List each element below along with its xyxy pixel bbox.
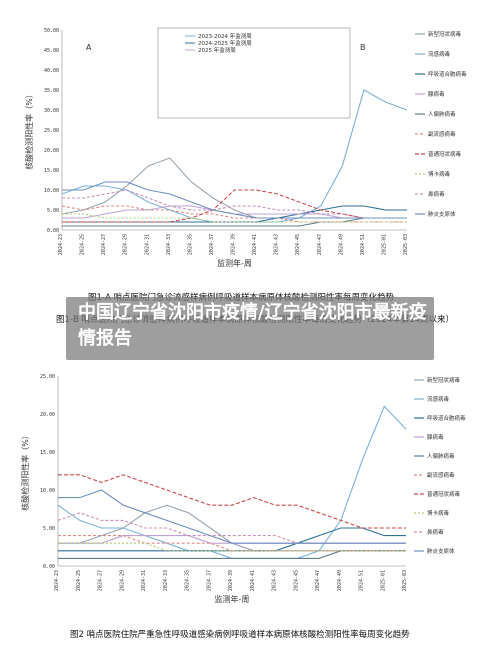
- series-line: [58, 535, 406, 552]
- x-tick-label: 2024-29: [119, 570, 125, 591]
- y-tick-label: 45.00: [44, 48, 59, 54]
- x-tick-label: 2024-43: [272, 570, 278, 591]
- x-axis-title: 监测年-周: [217, 258, 252, 268]
- legend-entry: 鼻病毒: [428, 190, 445, 198]
- y-tick-label: 20.00: [40, 412, 55, 418]
- legend-entry: 肺炎支原体: [428, 210, 456, 218]
- x-tick-label: 2024-25: [76, 570, 82, 591]
- x-tick-label: 2024-47: [317, 234, 323, 255]
- x-tick-label: 2024-41: [252, 234, 258, 255]
- y-tick-label: 5.00: [47, 208, 59, 214]
- x-tick-label: 2024-23: [54, 570, 60, 591]
- x-tick-label: 2024-33: [163, 570, 169, 591]
- legend-entry: 副流感病毒: [427, 471, 455, 479]
- x-tick-label: 2024-47: [315, 570, 321, 591]
- legend-entry: 流感病毒: [428, 50, 451, 58]
- series-line: [58, 474, 406, 529]
- x-tick-label: 2024-25: [80, 234, 86, 255]
- x-tick-label: 2025-03: [403, 234, 409, 255]
- y-tick-label: 20.00: [44, 148, 59, 154]
- y-tick-label: 25.00: [44, 128, 59, 134]
- x-tick-label: 2024-35: [187, 234, 193, 255]
- x-tick-label: 2024-45: [293, 570, 299, 591]
- legend-entry: 腺病毒: [428, 90, 445, 98]
- series-line: [58, 489, 406, 544]
- series-line: [58, 542, 406, 552]
- inset-legend-entry: 2023-2024 年监测周: [198, 32, 252, 40]
- legend-entry: 鼻病毒: [427, 528, 444, 536]
- legend-entry: 博卡病毒: [427, 509, 450, 517]
- x-axis-title: 监测年-周: [215, 594, 250, 604]
- x-tick-label: 2024-35: [185, 570, 191, 591]
- y-tick-label: 15.00: [40, 450, 55, 456]
- y-tick-label: 40.00: [44, 68, 59, 74]
- inset-legend-entry: 2025 年监测周: [198, 46, 236, 54]
- caption-fig2: 图2 哨点医院住院严重急性呼吸道感染病例呼吸道样本病原体核酸检测阳性率每周变化趋…: [70, 629, 410, 640]
- y-tick-label: 30.00: [44, 108, 59, 114]
- series-line: [58, 535, 406, 544]
- overlay-title: 中国辽宁省沈阳市疫情/辽宁省沈阳市最新疫情报告: [78, 302, 427, 349]
- inset-frame: [157, 27, 351, 119]
- legend-entry: 博卡病毒: [428, 170, 451, 178]
- x-tick-label: 2025-01: [380, 570, 386, 591]
- series-line: [62, 217, 407, 227]
- y-tick-label: 5.00: [43, 526, 55, 532]
- y-axis-title: 核酸检测阳性率（%）: [24, 90, 34, 170]
- legend-entry: 新型冠状病毒: [427, 376, 461, 384]
- x-tick-label: 2024-49: [337, 570, 343, 591]
- y-tick-label: 50.00: [44, 28, 59, 34]
- legend-entry: 普通冠状病毒: [427, 490, 461, 498]
- panel-label-a: A: [86, 43, 92, 52]
- x-tick-label: 2024-39: [228, 570, 234, 591]
- legend-entry: 普通冠状病毒: [428, 150, 462, 158]
- series-line: [58, 550, 406, 559]
- x-tick-label: 2024-27: [98, 570, 104, 591]
- x-tick-label: 2024-37: [206, 570, 212, 591]
- overlay-banner: [66, 297, 434, 360]
- legend-entry: 流感病毒: [427, 395, 450, 403]
- series-line: [62, 189, 407, 219]
- y-axis-title: 核酸检测阳性率（%）: [20, 431, 30, 511]
- legend-entry: 呼吸道合胞病毒: [427, 414, 466, 422]
- x-tick-label: 2024-51: [359, 570, 365, 591]
- legend-entry: 呼吸道合胞病毒: [428, 70, 467, 78]
- y-tick-label: 0.00: [47, 228, 59, 234]
- x-tick-label: 2024-31: [141, 570, 147, 591]
- x-tick-label: 2024-49: [338, 234, 344, 255]
- legend-entry: 腺病毒: [427, 433, 444, 441]
- inset-legend-entry: 2024-2025 年监测周: [198, 39, 252, 47]
- x-tick-label: 2024-51: [360, 234, 366, 255]
- x-tick-label: 2024-33: [166, 234, 172, 255]
- y-tick-label: 10.00: [44, 188, 59, 194]
- series-line: [62, 213, 407, 223]
- x-tick-label: 2024-23: [58, 234, 64, 255]
- y-tick-label: 10.00: [40, 488, 55, 494]
- y-tick-label: 0.00: [43, 564, 55, 570]
- series-line: [58, 527, 406, 552]
- legend-entry: 人偏肺病毒: [427, 452, 455, 460]
- x-tick-label: 2025-03: [402, 570, 408, 591]
- x-tick-label: 2024-45: [295, 234, 301, 255]
- series-line: [62, 181, 407, 219]
- legend-entry: 副流感病毒: [428, 130, 456, 138]
- y-tick-label: 25.00: [40, 374, 55, 380]
- y-tick-label: 15.00: [44, 168, 59, 174]
- x-tick-label: 2024-29: [123, 234, 129, 255]
- x-tick-label: 2024-39: [231, 234, 237, 255]
- x-tick-label: 2024-43: [274, 234, 280, 255]
- x-tick-label: 2024-37: [209, 234, 215, 255]
- x-tick-label: 2024-41: [250, 570, 256, 591]
- legend-entry: 肺炎支原体: [427, 547, 455, 555]
- chart-1: [61, 30, 425, 231]
- legend-entry: 新型冠状病毒: [428, 30, 462, 38]
- x-tick-label: 2025-01: [381, 234, 387, 255]
- panel-label-b: B: [360, 43, 366, 52]
- x-tick-label: 2024-31: [144, 234, 150, 255]
- legend-entry: 人偏肺病毒: [428, 110, 456, 118]
- chart-2: [57, 376, 424, 567]
- x-tick-label: 2024-27: [101, 234, 107, 255]
- y-tick-label: 35.00: [44, 88, 59, 94]
